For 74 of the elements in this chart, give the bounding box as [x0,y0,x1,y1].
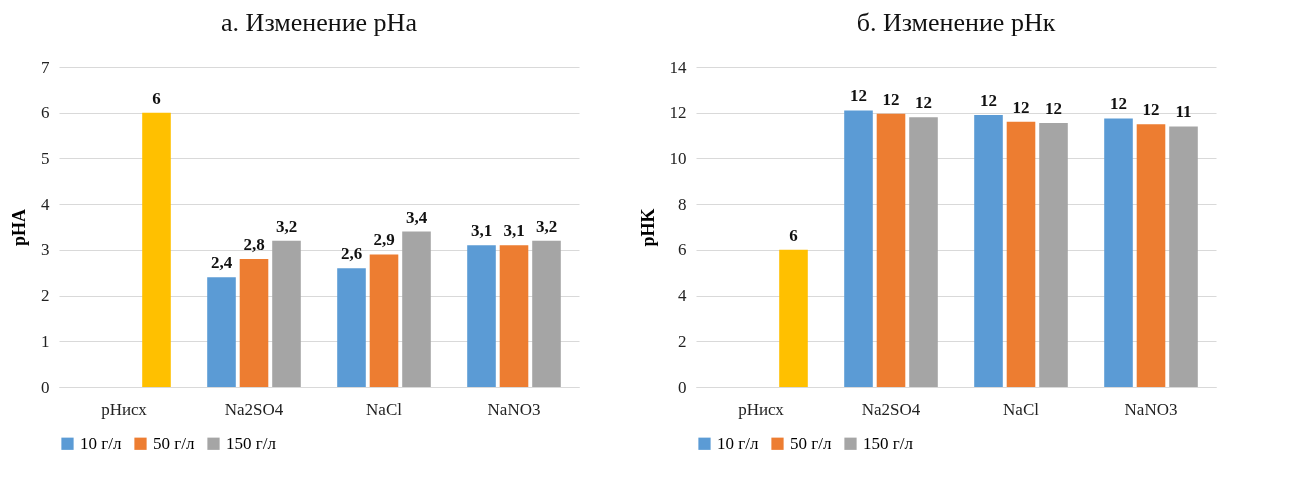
legend-label: 150 г/л [863,433,914,453]
bar [779,249,808,387]
data-label: 12 [1142,100,1160,120]
y-tick-label: 5 [41,148,50,168]
y-tick-label: 7 [41,57,50,77]
x-tick-label: pHисх [738,399,785,419]
data-label: 3,2 [275,216,298,236]
data-label: 12 [915,93,932,113]
y-tick-label: 4 [678,286,687,306]
y-tick-label: 6 [41,103,50,123]
bar [1169,126,1198,387]
bar [532,240,561,387]
data-label: 2,9 [373,230,395,250]
bar [499,245,529,387]
chart-title: б. Изменение рНк [856,8,1056,37]
data-label: 6 [152,88,161,108]
x-tick-label: Na2SO4 [224,399,284,419]
bar [876,113,906,387]
data-label: 12 [850,86,867,106]
bar [239,259,269,387]
y-axis-title: pHK [637,208,658,247]
data-label: 12 [1012,97,1030,117]
data-label: 2,8 [243,235,265,254]
y-tick-label: 2 [41,286,50,306]
y-tick-label: 8 [678,194,687,214]
y-tick-label: 0 [678,377,687,397]
y-tick-label: 3 [41,240,50,260]
y-tick-label: 0 [41,377,50,397]
bar [1104,118,1133,387]
bar [1039,123,1068,387]
y-tick-label: 4 [41,194,50,214]
x-tick-label: pHисх [101,399,148,419]
x-tick-label: Na2SO4 [861,399,921,419]
bar [1006,121,1036,387]
legend-label: 10 г/л [717,433,759,453]
y-tick-label: 6 [678,240,687,260]
bar [1136,124,1166,387]
data-label: 11 [1175,102,1192,122]
data-label: 3,1 [470,221,493,241]
data-label: 2,4 [210,253,233,273]
data-label: 12 [1045,99,1062,118]
data-label: 3,1 [503,221,525,241]
data-label: 6 [789,225,798,245]
bar [337,268,366,387]
bar [974,115,1003,387]
bar [844,110,873,387]
legend-label: 150 г/л [226,433,277,453]
y-tick-label: 1 [41,331,50,351]
data-label: 12 [980,91,997,110]
x-tick-label: NaCl [366,399,403,419]
y-axis-title: pHA [9,208,29,247]
x-tick-label: NaCl [1003,399,1040,419]
bar [207,277,236,387]
bar [142,112,171,387]
bar [909,117,938,387]
y-tick-label: 10 [669,148,687,168]
y-tick-label: 12 [669,103,687,123]
bar [369,254,399,387]
legend-label: 10 г/л [80,433,122,453]
data-label: 3,4 [405,207,428,227]
bar [402,231,431,387]
data-label: 12 [882,89,900,109]
legend-label: 50 г/л [790,433,832,453]
x-tick-label: NaNO3 [1124,399,1178,419]
y-tick-label: 2 [678,331,687,351]
data-label: 12 [1110,94,1127,114]
y-tick-label: 14 [669,57,687,77]
bar [467,245,496,387]
data-label: 3,2 [535,216,558,236]
legend-label: 50 г/л [153,433,195,453]
chart-title: а. Изменение рНа [221,8,418,37]
x-tick-label: NaNO3 [487,399,541,419]
data-label: 2,6 [340,244,363,264]
bar [272,240,301,387]
